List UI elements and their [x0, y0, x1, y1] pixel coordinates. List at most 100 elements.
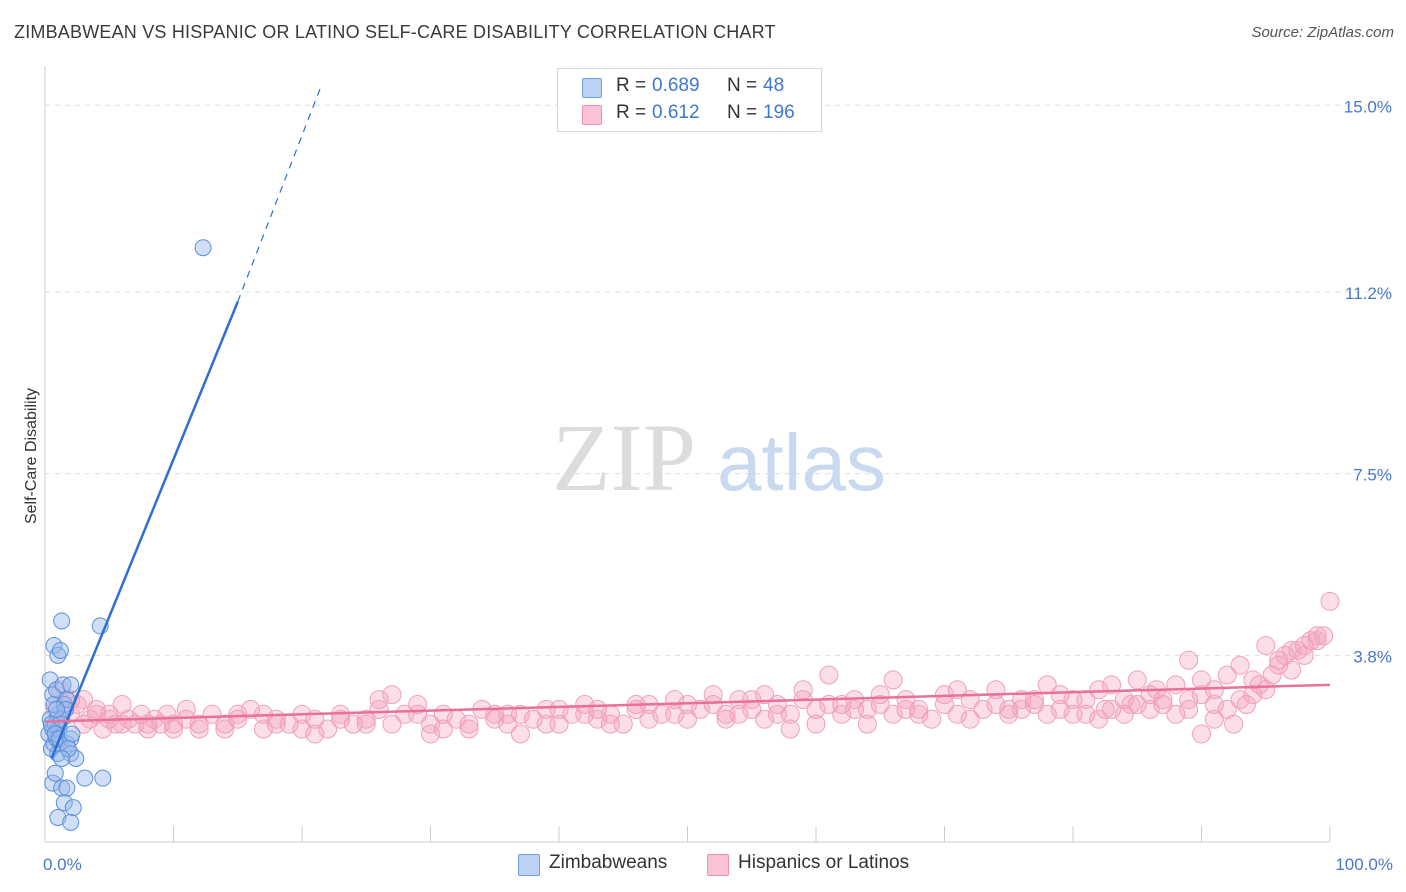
legend-r-label: R =	[616, 75, 647, 96]
hispanics-point	[870, 685, 890, 705]
hispanics-point	[202, 704, 222, 724]
legend-n-value: 48	[763, 75, 785, 96]
hispanics-point	[1166, 675, 1186, 695]
series-legend: Zimbabweans Hispanics or Latinos	[0, 852, 1406, 878]
legend-n-label: N =	[727, 75, 758, 96]
hispanics-point	[896, 699, 916, 719]
hispanics-point	[305, 724, 325, 744]
hispanics-points	[45, 591, 1340, 744]
hispanics-point	[382, 685, 402, 705]
zimbabweans-point	[194, 239, 212, 257]
hispanics-point	[189, 719, 209, 739]
hispanics-point	[1121, 694, 1141, 714]
zimbabweans-point	[46, 764, 64, 782]
hispanics-point	[523, 709, 543, 729]
hispanics-point	[575, 694, 595, 714]
gridlines	[45, 104, 1392, 656]
hispanics-trend-line	[44, 683, 1331, 723]
hispanics-point	[356, 714, 376, 734]
zimbabweans-point	[62, 676, 80, 694]
hispanics-point	[382, 714, 402, 734]
hispanics-point	[986, 680, 1006, 700]
series-label-hispanics: Hispanics or Latinos	[738, 852, 910, 873]
hispanics-point	[1281, 640, 1301, 660]
hispanics-point	[1012, 699, 1032, 719]
hispanics-point	[369, 690, 389, 710]
hispanics-point	[549, 699, 569, 719]
hispanics-point	[1076, 690, 1096, 710]
zimbabweans-point	[94, 769, 112, 787]
y-tick-labels: 3.8% 7.5% 11.2% 15.0%	[1344, 97, 1392, 666]
watermark-atlas: atlas	[717, 418, 886, 507]
hispanics-point	[1275, 645, 1295, 665]
watermark: ZIP atlas	[552, 404, 886, 511]
hispanics-point	[1224, 714, 1244, 734]
watermark-zip: ZIP	[552, 404, 696, 511]
hispanics-point	[86, 704, 106, 724]
hispanics-point	[1050, 699, 1070, 719]
hispanics-point	[703, 685, 723, 705]
hispanics-point	[767, 704, 787, 724]
hispanics-point	[883, 670, 903, 690]
zimbabweans-point	[58, 779, 76, 797]
hispanics-point	[1166, 704, 1186, 724]
hispanics-point	[909, 704, 929, 724]
hispanics-point	[1024, 690, 1044, 710]
hispanics-point	[1249, 675, 1269, 695]
hispanics-point	[1114, 704, 1134, 724]
zimbabweans-point	[51, 641, 69, 659]
hispanics-point	[1307, 631, 1327, 651]
legend-swatch-zimbabweans	[582, 78, 602, 98]
series-label-zimbabweans: Zimbabweans	[549, 852, 668, 873]
hispanics-point	[215, 719, 235, 739]
hispanics-point	[318, 719, 338, 739]
y-axis-label: Self-Care Disability	[23, 388, 40, 524]
hispanics-point	[1127, 670, 1147, 690]
x-tick-label: 100.0%	[1335, 855, 1393, 874]
hispanics-point	[86, 699, 106, 719]
legend-r-value: 0.689	[652, 75, 700, 96]
zimbabweans-point	[53, 779, 71, 797]
hispanics-point	[1179, 690, 1199, 710]
hispanics-point	[253, 719, 273, 739]
hispanics-point	[755, 685, 775, 705]
hispanics-point	[1307, 626, 1327, 646]
hispanics-point	[331, 709, 351, 729]
hispanics-point	[1269, 655, 1289, 675]
hispanics-point	[1204, 680, 1224, 700]
x-tick-label: 0.0%	[43, 855, 82, 874]
hispanics-point	[408, 694, 428, 714]
hispanics-point	[639, 709, 659, 729]
series-swatch-zimbabweans	[518, 854, 540, 876]
hispanics-point	[1288, 640, 1308, 660]
hispanics-point	[164, 714, 183, 734]
hispanics-point	[575, 704, 595, 724]
hispanics-point	[870, 694, 890, 714]
hispanics-point	[1192, 685, 1211, 705]
hispanics-point	[421, 714, 440, 734]
hispanics-point	[176, 699, 196, 719]
hispanics-point	[973, 699, 993, 719]
hispanics-point	[459, 719, 479, 739]
hispanics-point	[215, 714, 235, 734]
hispanics-point	[292, 719, 312, 739]
y-tick-label: 7.5%	[1353, 466, 1392, 485]
zimbabweans-point	[49, 808, 67, 826]
zimbabweans-point	[55, 794, 73, 812]
zimbabweans-point	[62, 813, 80, 831]
zimbabweans-point	[63, 725, 81, 743]
hispanics-point	[459, 714, 479, 734]
hispanics-point	[1256, 636, 1276, 656]
hispanics-point	[716, 709, 736, 729]
hispanics-point	[228, 709, 248, 729]
hispanics-point	[1204, 694, 1224, 714]
zimbabweans-point	[64, 799, 82, 817]
hispanics-point	[1127, 694, 1147, 714]
hispanics-point	[164, 719, 183, 739]
hispanics-point	[1301, 631, 1321, 651]
source-label: Source: ZipAtlas.com	[1251, 24, 1394, 41]
hispanics-point	[1024, 694, 1044, 714]
series-swatch-hispanics	[707, 854, 729, 876]
hispanics-point	[1037, 704, 1057, 724]
